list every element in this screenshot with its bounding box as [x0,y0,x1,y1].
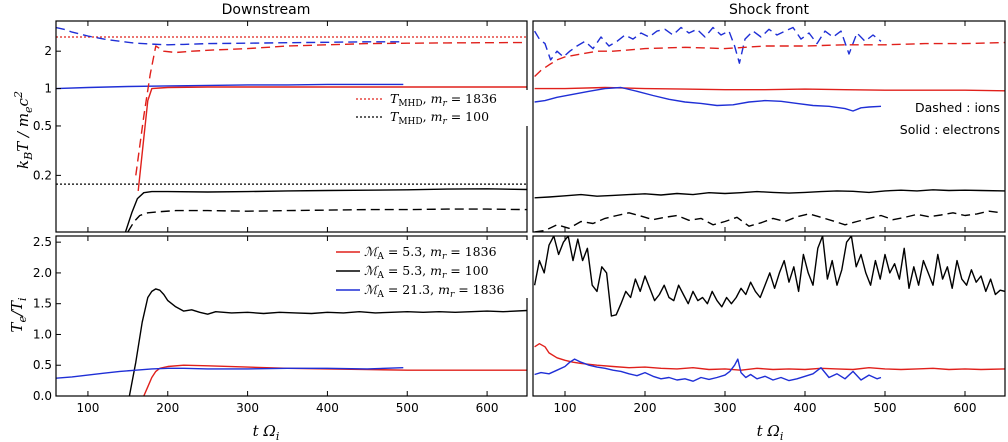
frame-bottom-left [55,235,528,397]
xlabel-right: t Ωi [757,422,784,442]
ylabel-bottom: Te/Ti [8,297,29,332]
ytick-label-top-left-0.2: 0.2 [33,168,52,182]
legend-label-tmhd-100: TMHD, mr = 100 [390,109,489,127]
series-bottom-right-0 [533,236,1005,317]
svg-text:t Ωi: t Ωi [253,422,280,442]
xtick-label-bottom-left-400: 400 [316,401,339,415]
series-top-right-3 [534,86,882,112]
panel-bottom-right: 100 200 300 400 500 600 [532,235,1006,415]
xtick-label-bottom-left-100: 100 [76,401,99,415]
title-shock-front: Shock front [729,2,809,18]
series-top-right-4 [534,189,1005,199]
note-dashed-ions: Dashed : ions [915,100,1000,115]
xtick-label-bottom-right-100: 100 [554,401,577,415]
ytick-label-top-left-0.5: 0.5 [33,119,52,133]
xtick-label-bottom-right-500: 500 [874,401,897,415]
series-top-left-4 [124,188,527,232]
series-bottom-left-0 [128,288,527,396]
series-top-right-2 [534,86,1005,92]
panel-bottom-left: 100 200 300 400 500 600 0.0 0.5 1.0 1.5 2.0 2.5 [33,235,528,415]
xtick-label-bottom-left-600: 600 [476,401,499,415]
series-bottom-right-1 [534,343,1005,371]
ylabel-top: kBT / mec2 [12,91,35,169]
panel-top-right [532,20,1006,233]
xlabel-left: t Ωi [253,422,280,442]
series-top-left-3 [137,86,527,191]
series-top-right-5 [534,210,1002,232]
frame-top-left [55,20,528,233]
series-top-right-0 [533,26,882,64]
xtick-label-bottom-right-300: 300 [714,401,737,415]
ytick-label-bottom-left-1: 1.0 [33,327,52,341]
xtick-label-bottom-left-300: 300 [236,401,259,415]
ytick-label-bottom-left-2.5: 2.5 [33,235,52,249]
xtick-label-bottom-right-200: 200 [634,401,657,415]
ytick-label-top-left-1: 1 [44,82,52,96]
legend-label-ma53-100: ℳA = 5.3, mr = 100 [364,263,489,281]
series-top-left-5 [127,208,527,232]
svg-text:kBT / mec2: kBT / mec2 [12,91,35,169]
panel-top-left: 0.2 0.5 1 2 [33,20,528,233]
svg-text:Te/Ti: Te/Ti [8,297,29,332]
svg-text:t Ωi: t Ωi [757,422,784,442]
series-top-left-2 [135,41,527,176]
ytick-label-top-left-2: 2 [44,44,52,58]
legend-label-tmhd-1836: TMHD, mr = 1836 [390,91,497,109]
ytick-label-bottom-left-2: 2.0 [33,266,52,280]
title-downstream: Downstream [222,2,311,18]
ytick-label-bottom-left-0: 0.0 [33,389,52,403]
legend-bottom: ℳA = 5.3, mr = 1836 ℳA = 5.3, mr = 100 ℳ… [330,240,530,300]
xtick-label-bottom-left-200: 200 [156,401,179,415]
series-top-left-1 [56,83,404,90]
xtick-label-bottom-right-400: 400 [794,401,817,415]
series-bottom-left-1 [143,364,527,396]
legend-label-ma53-1836: ℳA = 5.3, mr = 1836 [364,244,497,262]
series-bottom-left-2 [56,367,404,379]
series-top-left-0 [56,26,404,46]
legend-label-ma213-1836: ℳA = 21.3, mr = 1836 [364,282,505,300]
xtick-label-bottom-right-600: 600 [954,401,977,415]
frame-bottom-right [532,235,1006,397]
legend-top: TMHD, mr = 1836 TMHD, mr = 100 [340,90,530,127]
note-solid-electrons: Solid : electrons [900,122,1000,137]
ytick-label-bottom-left-0.5: 0.5 [33,358,52,372]
series-bottom-right-2 [534,358,882,382]
frame-top-right [532,20,1006,233]
series-top-right-1 [534,41,1005,78]
ytick-label-bottom-left-1.5: 1.5 [33,297,52,311]
xtick-label-bottom-left-500: 500 [396,401,419,415]
